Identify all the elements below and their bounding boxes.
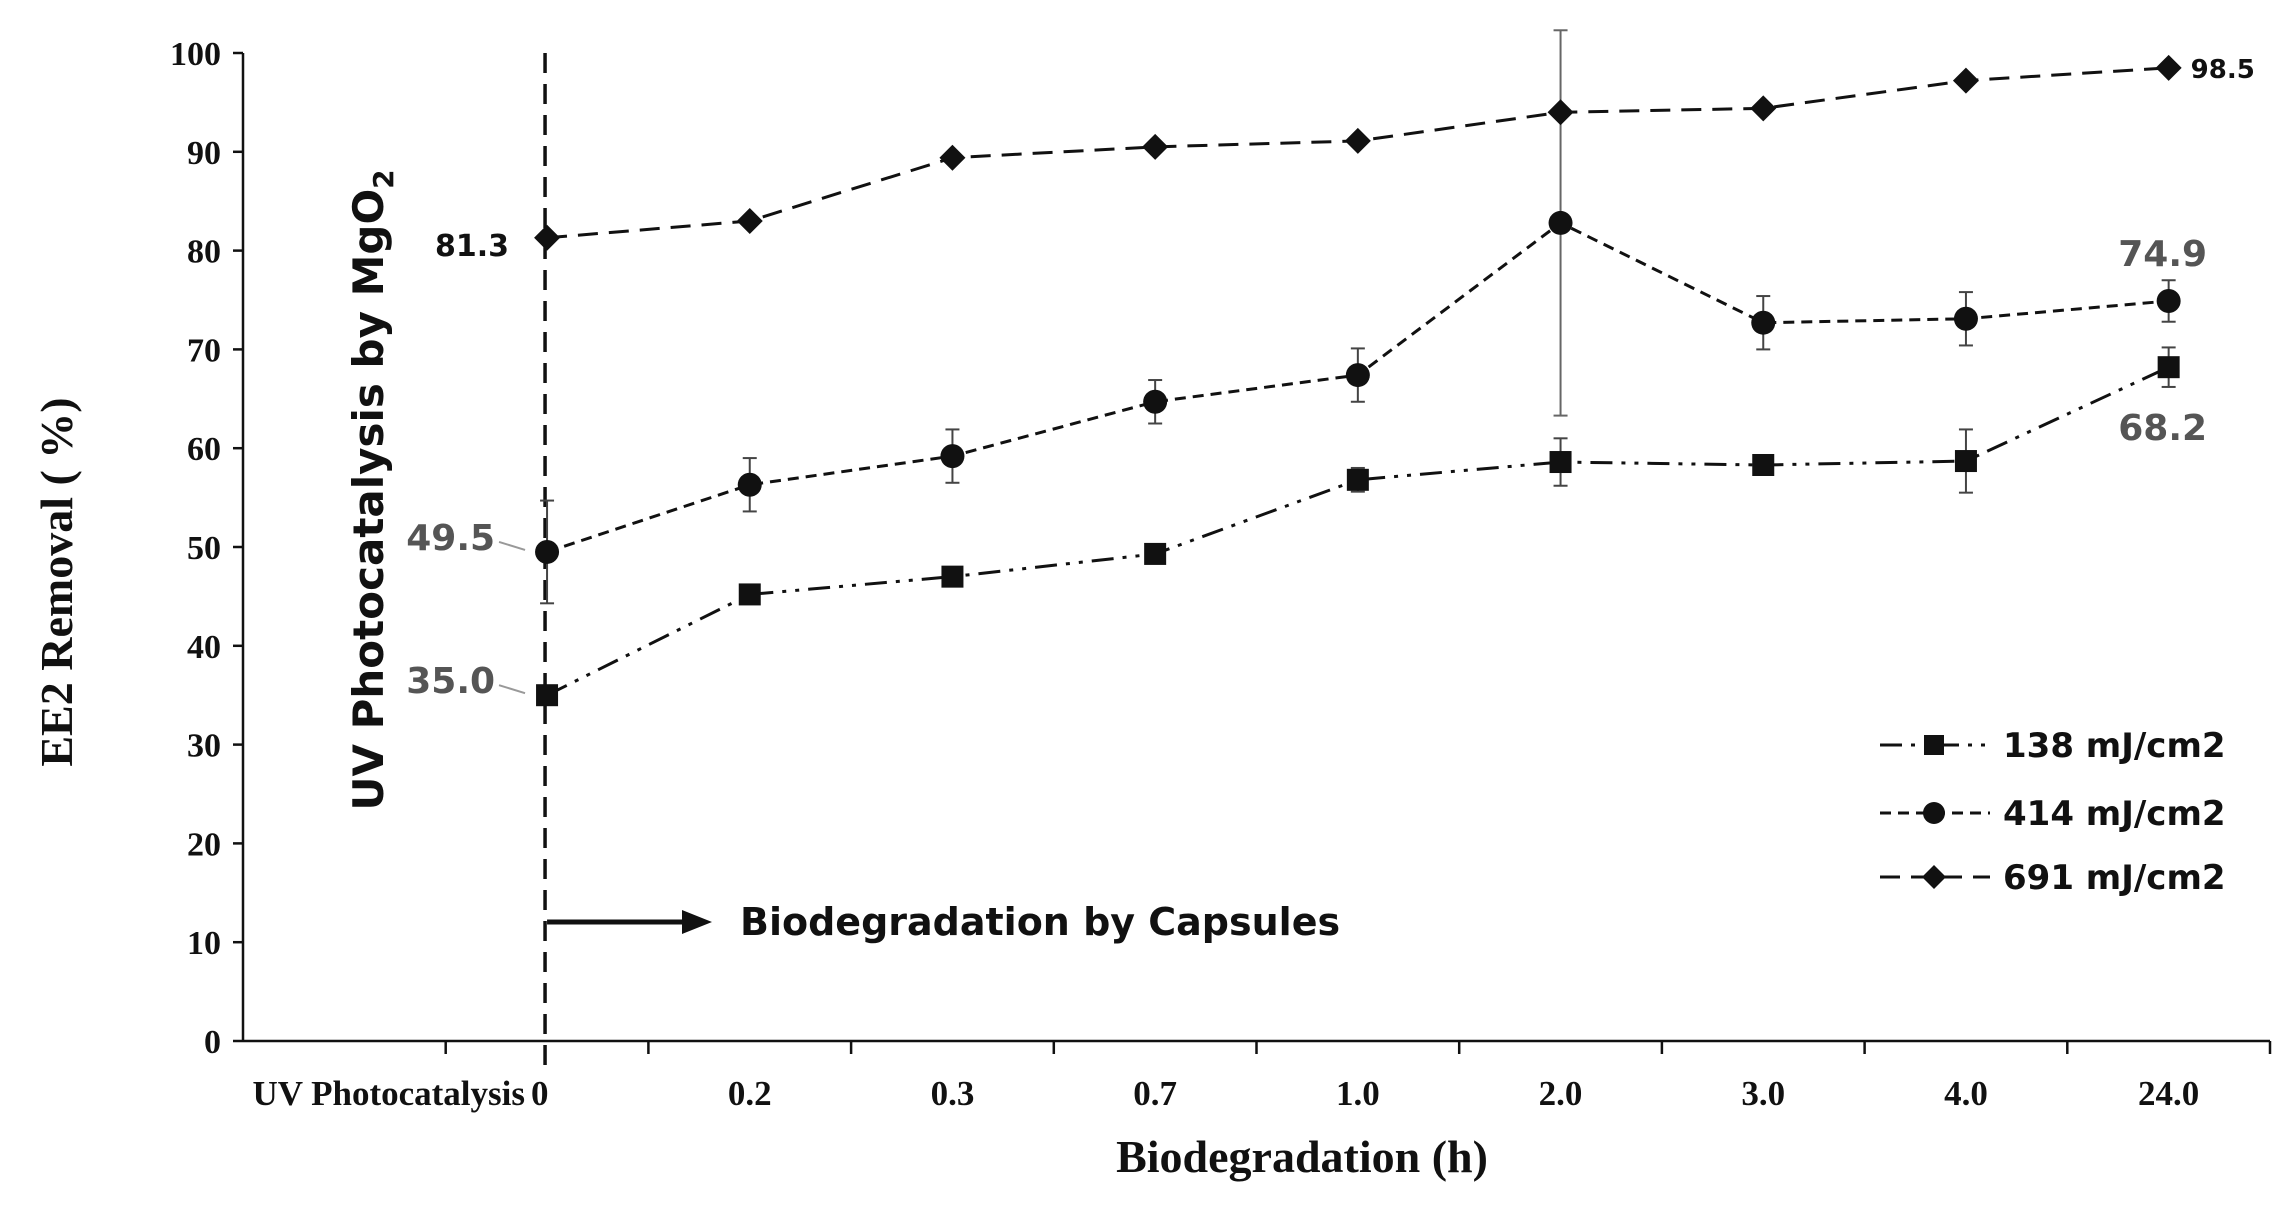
data-point: [940, 444, 965, 469]
x-tick-labels: UV Photocatalysis 0 0.2 0.3 0.7 1.0 2.0 3.0 4.0 2…: [252, 1074, 2199, 1113]
series-2: [534, 54, 2182, 251]
legend-marker: [1924, 735, 1944, 755]
vertical-annotation-subscript: 2: [367, 169, 400, 188]
y-tick-label: 40: [187, 629, 221, 666]
x-tick-label: 0.2: [728, 1074, 772, 1113]
y-tick-label: 50: [187, 530, 221, 567]
data-point: [1549, 451, 1572, 474]
x-tick-label: 0.7: [1133, 1074, 1177, 1113]
data-point: [1143, 389, 1168, 414]
data-point: [536, 684, 559, 707]
legend-marker: [1922, 865, 1946, 889]
data-label: 35.0: [406, 661, 495, 702]
data-point: [1751, 310, 1776, 335]
y-tick-label: 10: [187, 925, 221, 962]
legend-marker: [1923, 802, 1945, 824]
data-point: [1954, 450, 1977, 473]
x-tick-label: 3.0: [1741, 1074, 1785, 1113]
data-point: [1953, 306, 1978, 331]
data-point: [1346, 468, 1369, 491]
x-tick-label: 4.0: [1944, 1074, 1988, 1113]
y-tick-labels: 0 10 20 30 40 50 60 70 80 90 100: [170, 36, 221, 1061]
x-tick-label: 0: [531, 1074, 549, 1113]
data-point: [1142, 133, 1169, 160]
legend-label: 138 mJ/cm2: [2003, 726, 2226, 766]
x-tick-label: 24.0: [2138, 1074, 2199, 1113]
data-point: [2157, 356, 2180, 379]
data-point: [737, 472, 762, 497]
data-label: 49.5: [406, 518, 495, 559]
series-group: [534, 29, 2182, 707]
y-tick-label: 100: [170, 36, 221, 73]
data-point: [2155, 54, 2182, 81]
y-tick-label: 20: [187, 826, 221, 863]
data-label: 74.9: [2118, 234, 2207, 275]
arrow-label: Biodegradation by Capsules: [740, 900, 1340, 944]
data-labels: 35.0 49.5 81.3 68.2 74.9 98.5: [406, 55, 2255, 702]
data-point: [941, 565, 964, 588]
series-0: [536, 346, 2180, 707]
data-label: 98.5: [2191, 55, 2255, 85]
legend: 138 mJ/cm2 414 mJ/cm2 691 mJ/cm2: [1880, 726, 2226, 898]
data-point: [1548, 210, 1573, 235]
x-tick-label: 0.3: [931, 1074, 975, 1113]
arrow-head: [682, 910, 712, 934]
legend-label: 414 mJ/cm2: [2003, 794, 2226, 834]
data-point: [535, 539, 560, 564]
legend-label: 691 mJ/cm2: [2003, 858, 2226, 898]
y-tick-label: 90: [187, 135, 221, 172]
data-point: [2156, 288, 2181, 313]
data-point: [736, 207, 763, 234]
data-point: [1750, 95, 1777, 122]
y-tick-label: 0: [204, 1024, 221, 1061]
y-axis-label: EE2 Removal ( %): [31, 397, 82, 766]
x-axis-label: Biodegradation (h): [1116, 1131, 1488, 1182]
y-tick-label: 70: [187, 332, 221, 369]
data-point: [939, 144, 966, 171]
x-tick-label: 1.0: [1336, 1074, 1380, 1113]
annotations: UV Photocatalysis by MgO2 Biodegradation …: [344, 169, 1340, 944]
y-tick-label: 30: [187, 728, 221, 765]
x-tick-label: 2.0: [1539, 1074, 1583, 1113]
data-point: [1752, 453, 1775, 476]
label-leader: [498, 540, 526, 551]
data-point: [1344, 127, 1371, 154]
data-point: [1345, 363, 1370, 388]
data-label: 81.3: [435, 229, 509, 264]
data-point: [1547, 99, 1574, 126]
legend-item-2: 691 mJ/cm2: [1880, 858, 2226, 898]
legend-item-0: 138 mJ/cm2: [1880, 726, 2226, 766]
data-label: 68.2: [2118, 408, 2207, 449]
y-tick-label: 60: [187, 431, 221, 468]
data-point: [534, 224, 561, 251]
x-tick-label: UV Photocatalysis: [252, 1074, 525, 1113]
label-leader: [498, 684, 526, 695]
data-point: [738, 583, 761, 606]
y-tick-label: 80: [187, 234, 221, 271]
series-1: [535, 29, 2181, 605]
legend-item-1: 414 mJ/cm2: [1880, 794, 2226, 834]
vertical-annotation: UV Photocatalysis by MgO2: [344, 169, 400, 810]
data-point: [1952, 67, 1979, 94]
data-point: [1144, 542, 1167, 565]
series-line: [546, 365, 2170, 697]
